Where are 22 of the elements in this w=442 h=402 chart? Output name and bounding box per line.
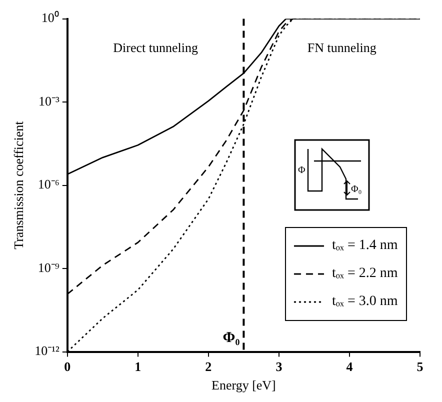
y-tick-label: 10⁻¹² — [34, 343, 60, 358]
annotation: FN tunneling — [307, 40, 377, 56]
y-tick-label: 10⁰ — [41, 10, 60, 26]
x-tick-label: 1 — [134, 358, 142, 374]
x-tick-label: 4 — [346, 358, 354, 374]
y-tick-label: 10⁻³ — [38, 93, 60, 108]
annotation: Φ — [298, 164, 306, 176]
x-tick-label: 3 — [276, 358, 283, 374]
energy-band-diagram: Φ Φ₀ — [294, 138, 370, 211]
annotation: Direct tunneling — [113, 40, 198, 56]
ref-line-label: Φ₀ — [222, 330, 240, 346]
annotation: Φ₀ — [351, 184, 362, 195]
x-tick-label: 0 — [64, 358, 71, 374]
legend-label: tₒₓ = 1.4 nm — [332, 238, 398, 254]
x-tick-label: 5 — [416, 358, 424, 374]
legend-label: tₒₓ = 3.0 nm — [332, 294, 398, 310]
y-tick-label: 10⁻⁹ — [38, 260, 60, 275]
x-axis-title: Energy [eV] — [212, 378, 276, 393]
y-axis-title: Transmission coefficient — [11, 120, 26, 250]
legend-label: tₒₓ = 2.2 nm — [332, 266, 398, 282]
y-tick-label: 10⁻⁶ — [38, 176, 60, 192]
x-tick-label: 2 — [205, 358, 212, 374]
